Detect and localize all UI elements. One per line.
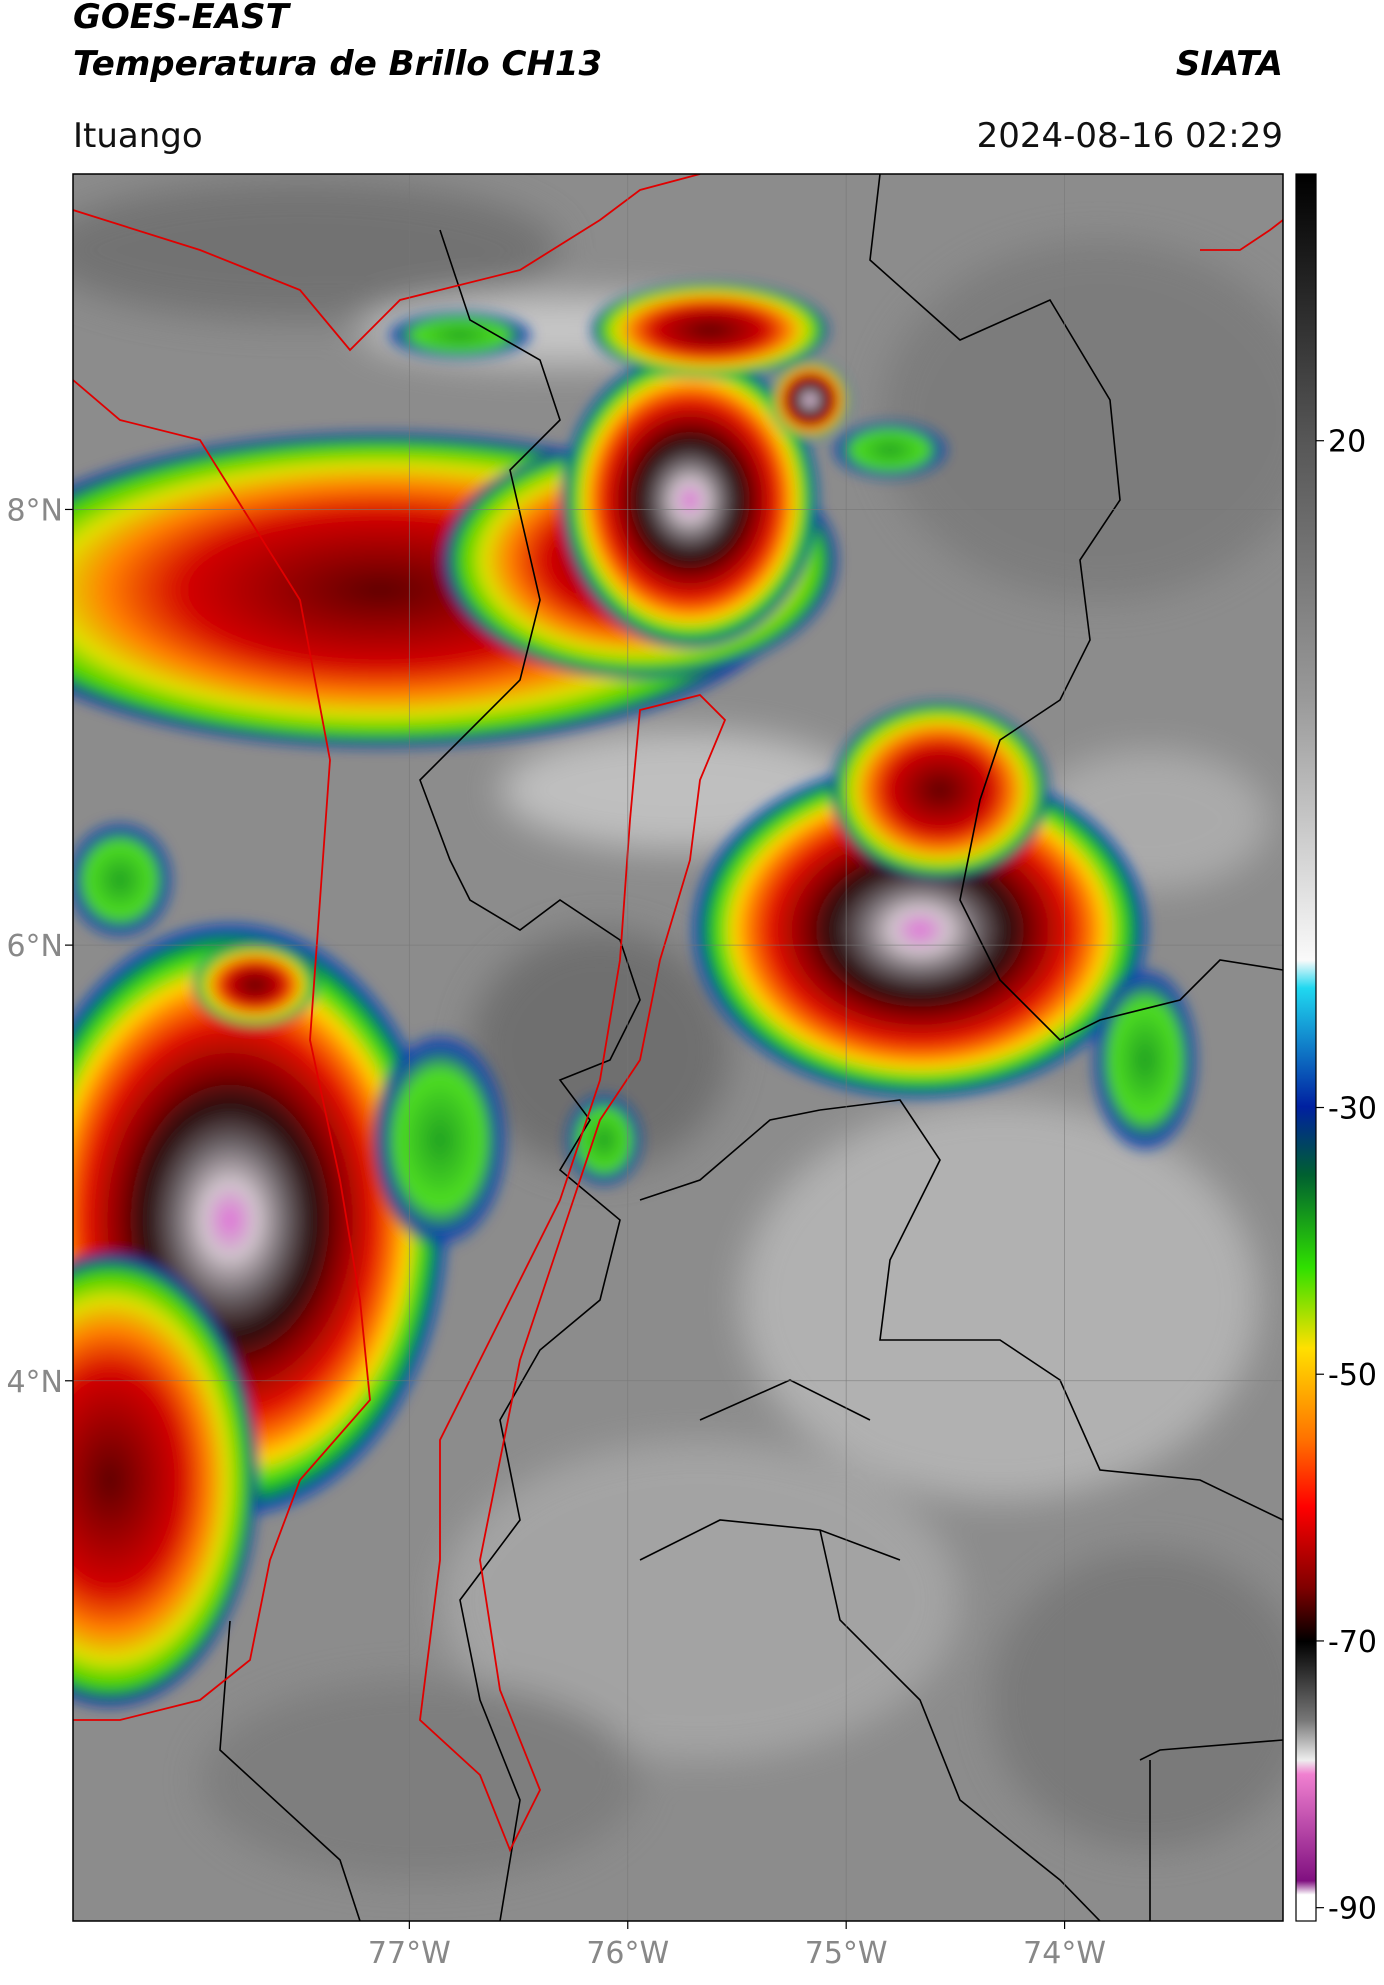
colorbar-tick-label: -30 xyxy=(1328,1092,1377,1127)
source: SIATA xyxy=(1176,44,1283,84)
y-tick-label: 6°N xyxy=(6,929,63,964)
timestamp: 2024-08-16 02:29 xyxy=(977,116,1283,156)
colorbar-tick-label: -70 xyxy=(1328,1625,1377,1660)
x-tick-label: 75°W xyxy=(805,1936,888,1971)
highlight-borders xyxy=(73,174,1283,1853)
colorbar-tick-label: -90 xyxy=(1328,1892,1377,1927)
admin-borders xyxy=(219,174,1283,1921)
satellite-image xyxy=(73,174,1283,1921)
colorbar xyxy=(1295,173,1317,1922)
subtitle: Temperatura de Brillo CH13 xyxy=(73,44,602,84)
x-tick-label: 77°W xyxy=(368,1936,451,1971)
y-tick-label: 8°N xyxy=(6,493,63,528)
x-tick-label: 76°W xyxy=(586,1936,669,1971)
graticule xyxy=(73,174,1283,1921)
x-tick-label: 74°W xyxy=(1023,1936,1106,1971)
colorbar-tick-label: 20 xyxy=(1328,425,1366,460)
map-frame xyxy=(72,173,1284,1922)
title: GOES-EAST xyxy=(73,0,292,37)
region: Ituango xyxy=(73,116,203,156)
colorbar-tick-label: -50 xyxy=(1328,1358,1377,1393)
y-tick-label: 4°N xyxy=(6,1365,63,1400)
